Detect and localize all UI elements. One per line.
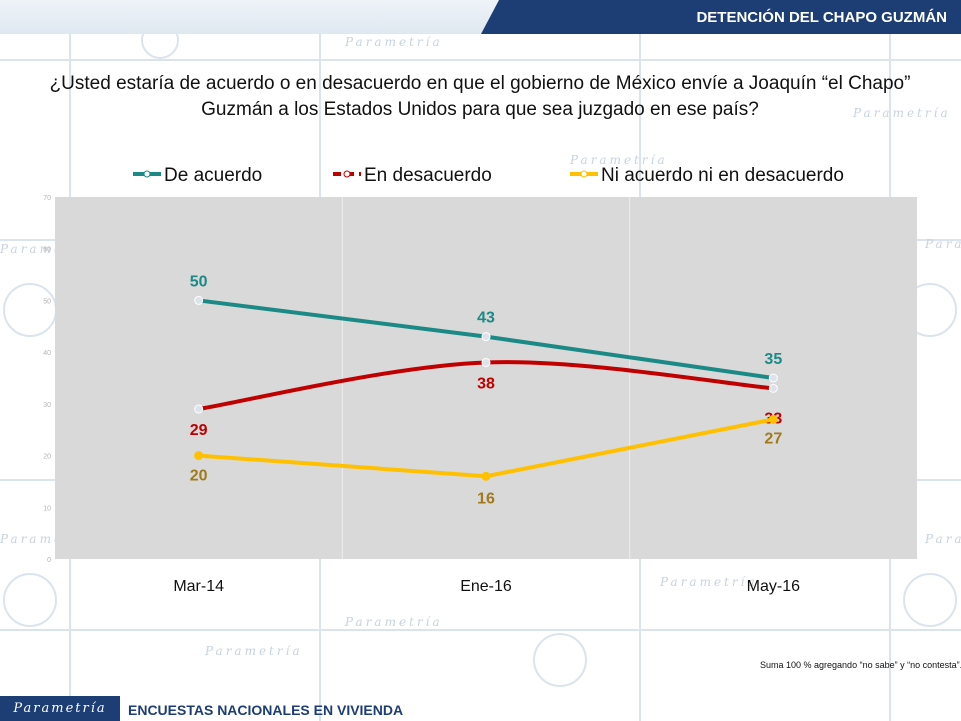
y-tick-label: 20: [43, 454, 51, 461]
y-tick-label: 50: [43, 298, 51, 305]
watermark-word: Parametría: [924, 237, 961, 251]
data-label: 29: [190, 422, 208, 439]
data-label: 35: [764, 351, 782, 368]
watermark-word: Parametría: [204, 644, 303, 658]
y-tick-label: 0: [47, 557, 51, 564]
y-tick-label: 40: [43, 350, 51, 357]
parametria-logo: Parametría: [0, 696, 120, 721]
watermark-word: Parametría: [852, 106, 951, 120]
data-label: 43: [477, 310, 495, 327]
data-point: [481, 332, 491, 342]
x-tick-label: May-16: [747, 578, 800, 595]
data-point: [768, 414, 778, 424]
data-point: [481, 357, 491, 367]
data-point: [768, 383, 778, 393]
legend-label: De acuerdo: [164, 165, 262, 186]
data-point: [768, 373, 778, 383]
y-tick-label: 60: [43, 247, 51, 254]
data-point: [194, 451, 204, 461]
data-label: 27: [764, 430, 782, 447]
legend-label: Ni acuerdo ni en desacuerdo: [601, 165, 844, 186]
legend-marker: [343, 170, 351, 178]
legend-marker: [143, 170, 151, 178]
legend-marker: [580, 170, 588, 178]
header-title: DETENCIÓN DEL CHAPO GUZMÁN: [481, 0, 961, 34]
data-point: [194, 404, 204, 414]
footer-label: ENCUESTAS NACIONALES EN VIVIENDA: [128, 702, 404, 718]
data-point: [194, 295, 204, 305]
y-tick-label: 30: [43, 402, 51, 409]
y-tick-label: 10: [43, 505, 51, 512]
x-tick-label: Mar-14: [173, 578, 224, 595]
data-label: 50: [190, 273, 208, 290]
data-label: 38: [477, 375, 495, 392]
footnote: Suma 100 % agregando “no sabe” y “no con…: [760, 660, 961, 670]
data-point: [481, 471, 491, 481]
y-tick-label: 70: [43, 195, 51, 202]
data-label: 16: [477, 490, 495, 507]
watermark-word: Parametría: [344, 615, 443, 629]
watermark-word: Parametría: [659, 575, 758, 589]
legend-label: En desacuerdo: [364, 165, 492, 186]
line-chart: 0 10 20 30 40 50 60 70 Mar-14 Ene-16 May-16 50 43 35 2…: [43, 165, 917, 595]
survey-question: ¿Usted estaría de acuerdo o en desacuerd…: [49, 73, 911, 120]
data-label: 20: [190, 468, 208, 485]
watermark-word: Parametría: [569, 153, 668, 167]
watermark-word: Parametría: [924, 532, 961, 546]
watermark-word: Parametría: [344, 35, 443, 49]
x-tick-label: Ene-16: [460, 578, 512, 595]
